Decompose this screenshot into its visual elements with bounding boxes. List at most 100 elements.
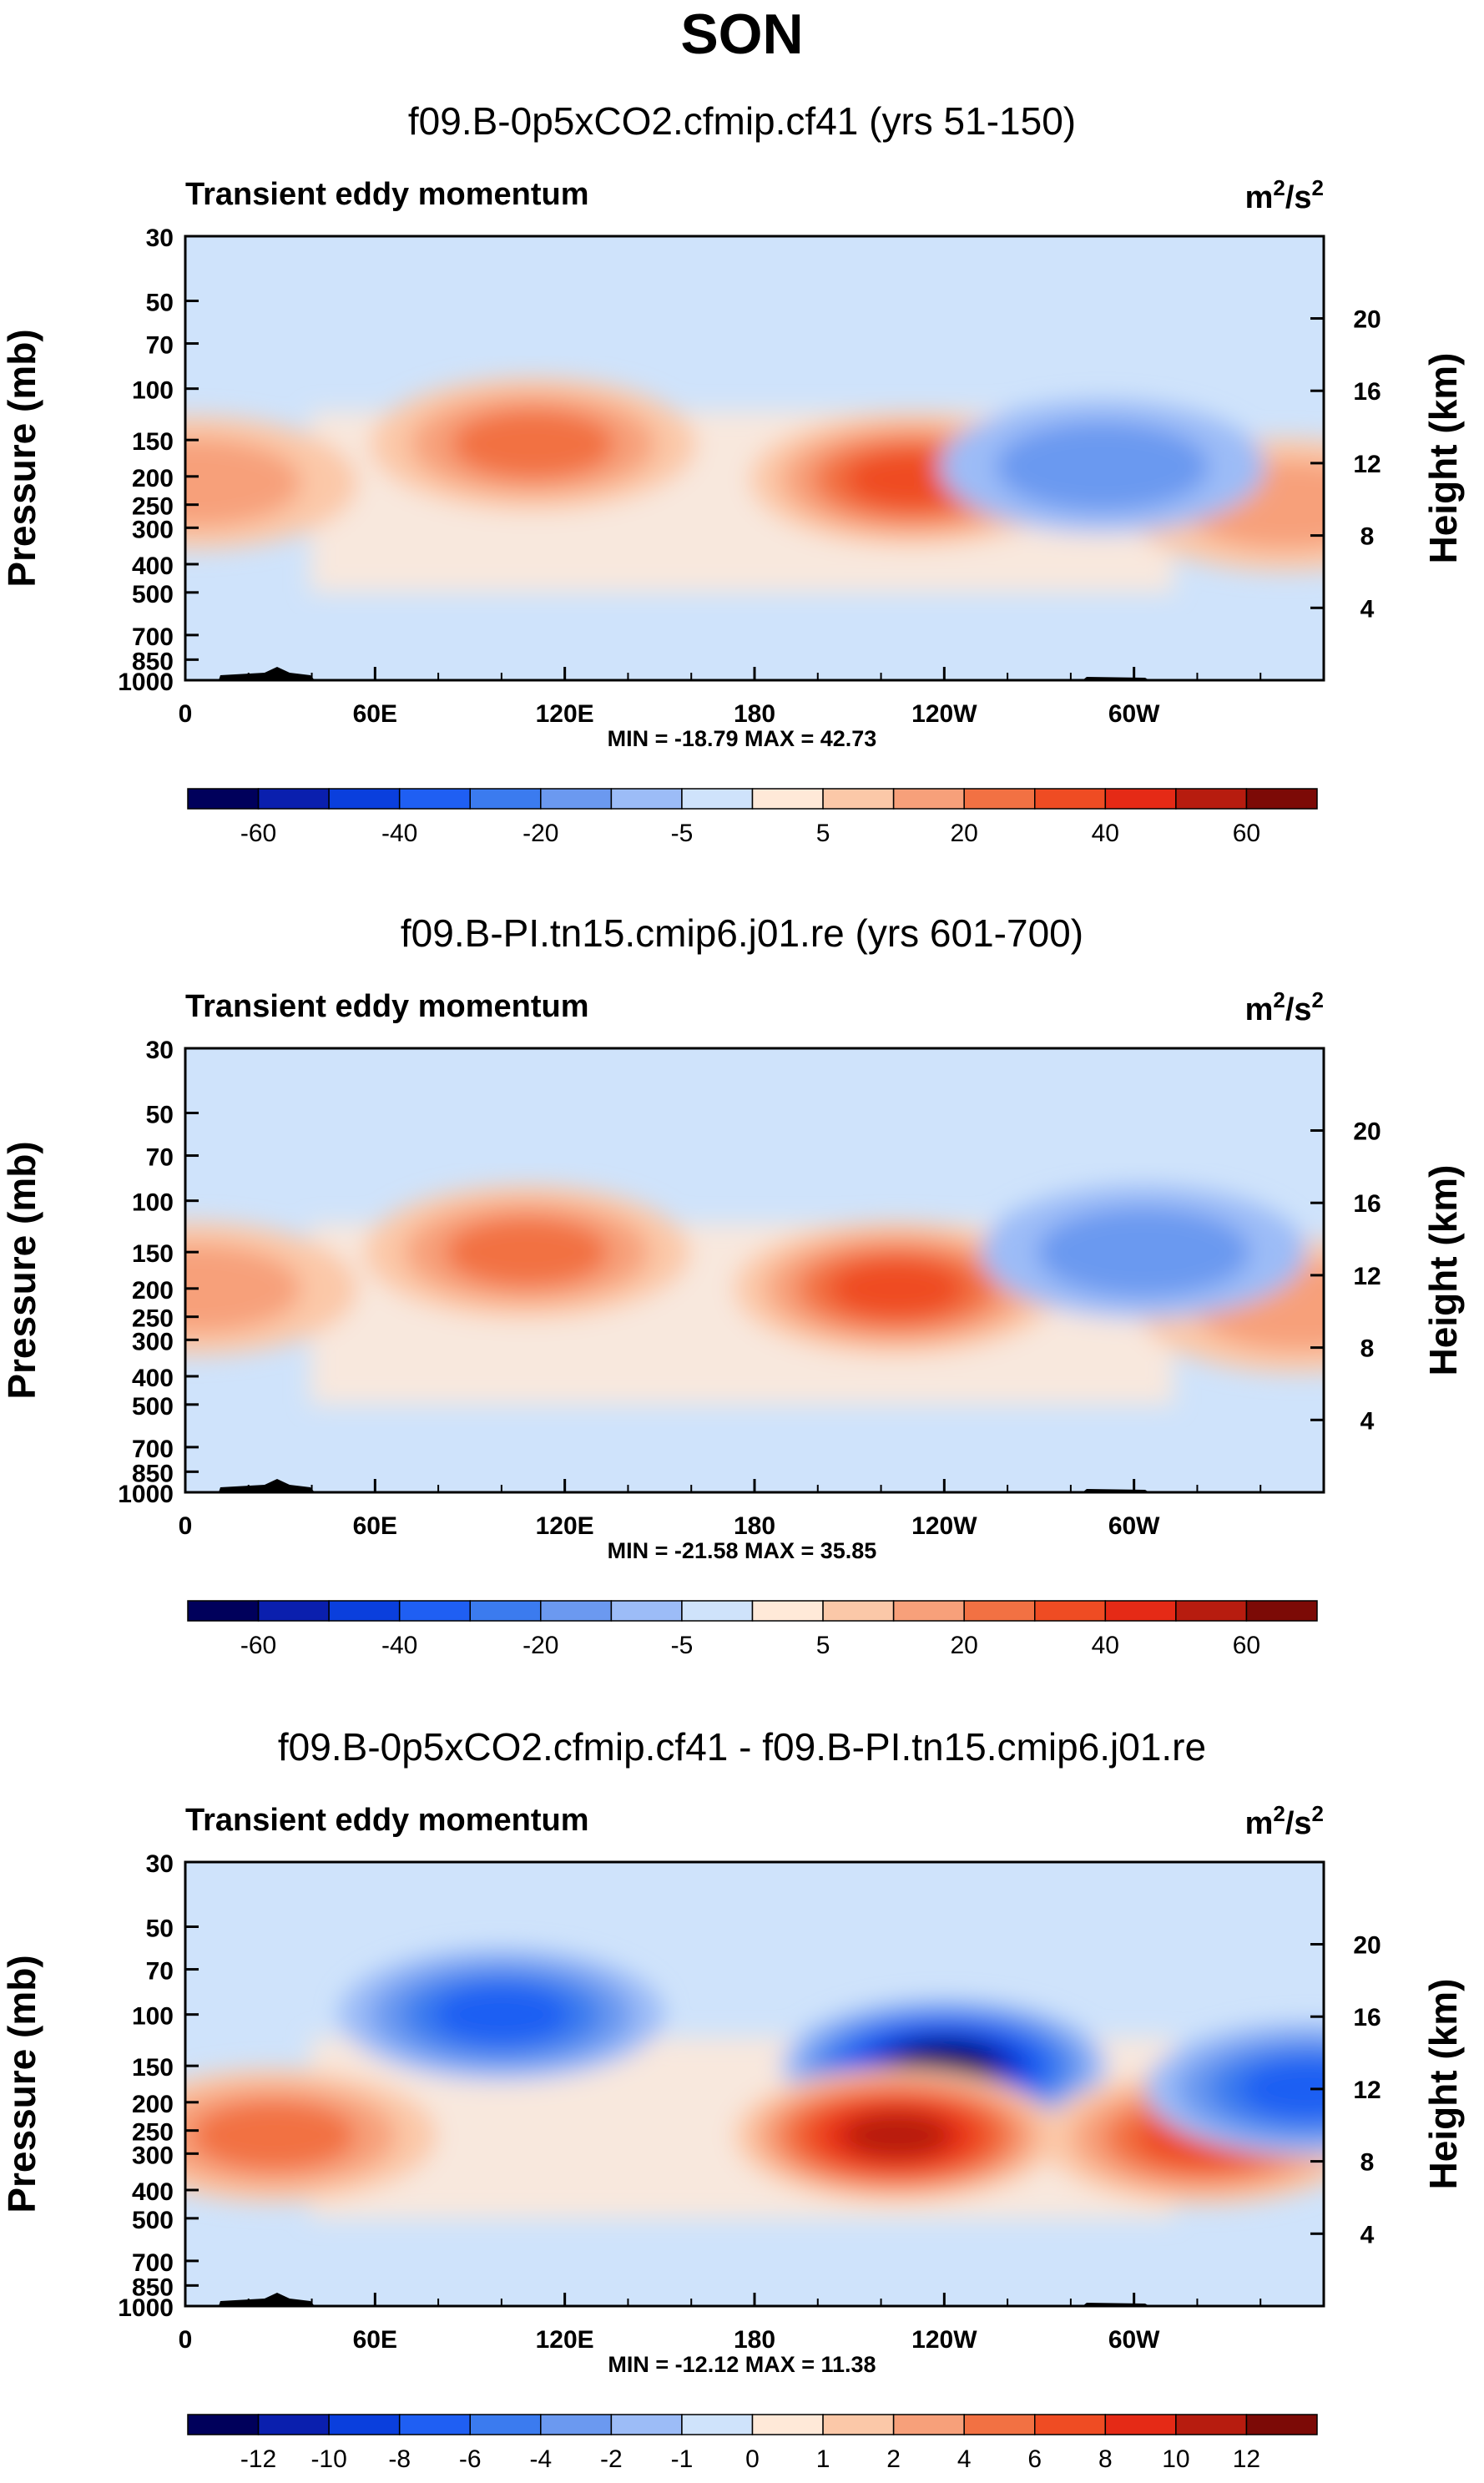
colorbar-label: -10 (310, 2445, 346, 2473)
y-tick-label: 1000 (118, 669, 174, 696)
colorbar-box (469, 1600, 542, 1622)
colorbar-box (328, 788, 401, 810)
colorbar-box (187, 1600, 260, 1622)
colorbar: -12 -10 -8 -6 -4 -2 -1 0 1 2 4 6 8 10 12 (187, 2414, 1318, 2473)
y-tick-label: 300 (132, 516, 174, 543)
feature-1 (338, 1947, 664, 2082)
feature-level (996, 421, 1209, 512)
colorbar-label: -20 (522, 1632, 558, 1659)
y-tick-label: 850 (132, 648, 174, 675)
y-tick-label: 200 (132, 2091, 174, 2118)
colorbar-label: -40 (381, 820, 417, 847)
contour-field (185, 236, 1324, 680)
y-tick-label: 150 (132, 2054, 174, 2082)
colorbar-box (187, 2414, 260, 2435)
feature-level (452, 410, 615, 479)
colorbar-box (1034, 2414, 1107, 2435)
x-tick-label: 120W (911, 2326, 977, 2354)
colorbar-box (751, 2414, 824, 2435)
colorbar-label: -40 (381, 1632, 417, 1659)
colorbar: -60 -40 -20 -5 5 20 40 60 (187, 788, 1318, 847)
colorbar-label: -20 (522, 820, 558, 847)
y-tick-label: 70 (146, 1958, 174, 1986)
colorbar-box (892, 2414, 965, 2435)
min-max-label: MIN = -18.79 MAX = 42.73 (608, 726, 877, 751)
colorbar-box (1034, 1600, 1107, 1622)
feature-1 (370, 377, 696, 512)
colorbar-box (398, 788, 471, 810)
colorbar-label: 60 (1233, 820, 1260, 847)
y-tick-label: 50 (146, 1102, 174, 1129)
colorbar-label: 60 (1233, 1632, 1260, 1659)
y2-tick-label: 20 (1353, 1932, 1381, 1960)
feature-level (445, 1218, 608, 1287)
colorbar-label: 40 (1092, 820, 1119, 847)
colorbar-box (822, 788, 895, 810)
colorbar-label: 6 (1027, 2445, 1042, 2473)
y-tick-label: 400 (132, 1365, 174, 1392)
colorbar-box (540, 788, 613, 810)
y2-tick-label: 8 (1360, 1335, 1375, 1363)
x-tick-label: 60W (1108, 700, 1160, 728)
colorbar-box (1245, 1600, 1318, 1622)
panel-1: f09.B-0p5xCO2.cfmip.cf41 (yrs 51-150) Tra… (0, 99, 1465, 847)
colorbar-box (963, 2414, 1036, 2435)
colorbar-box (469, 788, 542, 810)
colorbar-label: -5 (671, 1632, 694, 1659)
panels-root: f09.B-0p5xCO2.cfmip.cf41 (yrs 51-150) Tra… (0, 99, 1465, 2473)
y-tick-label: 1000 (118, 2294, 174, 2322)
y2-tick-label: 12 (1353, 451, 1381, 478)
colorbar-label: -6 (459, 2445, 482, 2473)
panel-label: Transient eddy momentum (185, 177, 589, 212)
y-tick-label: 250 (132, 1305, 174, 1333)
colorbar-label: 5 (816, 1632, 830, 1659)
colorbar-label: -8 (388, 2445, 411, 2473)
y2-axis: 4 8 12 16 20 Height (km) (1310, 1118, 1465, 1435)
y2-tick-label: 4 (1360, 595, 1375, 623)
panel-2: f09.B-PI.tn15.cmip6.j01.re (yrs 601-700)… (0, 911, 1465, 1659)
colorbar-box (328, 2414, 401, 2435)
feature-1 (364, 1185, 690, 1320)
colorbar-label: -12 (240, 2445, 276, 2473)
panel-3: f09.B-0p5xCO2.cfmip.cf41 - f09.B-PI.tn15… (0, 1725, 1465, 2473)
colorbar-box (469, 2414, 542, 2435)
y-tick-label: 250 (132, 2119, 174, 2147)
colorbar-label: 20 (951, 1632, 978, 1659)
x-tick-label: 120W (911, 1512, 977, 1540)
y2-axis: 4 8 12 16 20 Height (km) (1310, 306, 1465, 623)
y-tick-label: 500 (132, 581, 174, 608)
min-max-label: MIN = -21.58 MAX = 35.85 (608, 1538, 877, 1563)
x-tick-label: 120E (536, 1512, 594, 1540)
colorbar-box (1175, 2414, 1248, 2435)
y-tick-label: 200 (132, 1277, 174, 1305)
x-tick-label: 0 (179, 1512, 193, 1540)
panel-title: f09.B-0p5xCO2.cfmip.cf41 - f09.B-PI.tn15… (278, 1725, 1206, 1769)
colorbar-label: -60 (240, 1632, 276, 1659)
colorbar-label: 5 (816, 820, 830, 847)
colorbar-box (540, 2414, 613, 2435)
colorbar-label: 4 (957, 2445, 972, 2473)
feature-level (192, 2101, 356, 2170)
panel-label: Transient eddy momentum (185, 989, 589, 1024)
feature-level (185, 438, 302, 527)
colorbar-box (751, 788, 824, 810)
colorbar-box (1245, 788, 1318, 810)
y2-tick-label: 16 (1353, 2004, 1381, 2031)
y-tick-label: 150 (132, 1240, 174, 1268)
y-tick-label: 700 (132, 623, 174, 651)
colorbar-box (822, 1600, 895, 1622)
colorbar-box (257, 2414, 330, 2435)
y-tick-label: 30 (146, 225, 174, 252)
x-tick-label: 180 (734, 1512, 775, 1540)
colorbar: -60 -40 -20 -5 5 20 40 60 (187, 1600, 1318, 1659)
colorbar-label: -4 (529, 2445, 552, 2473)
x-tick-label: 120E (536, 2326, 594, 2354)
x-tick-label: 180 (734, 700, 775, 728)
y2-tick-label: 8 (1360, 523, 1375, 551)
colorbar-box (681, 788, 754, 810)
feature-level (845, 2112, 949, 2158)
x-tick-label: 0 (179, 2326, 193, 2354)
colorbar-box (892, 788, 965, 810)
y-tick-label: 500 (132, 2207, 174, 2234)
